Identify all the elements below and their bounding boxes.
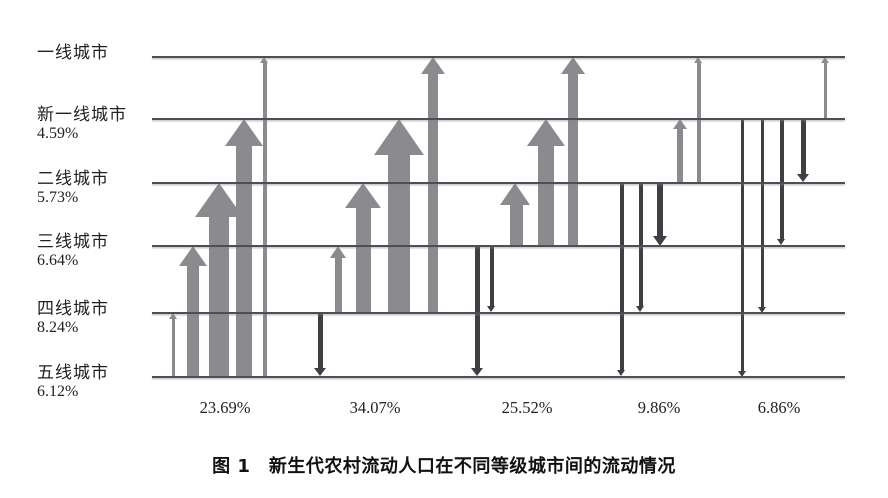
tier-line	[152, 312, 845, 314]
flow-arrowhead-up	[168, 313, 177, 319]
flow-arrow-shaft-up	[355, 207, 371, 313]
flow-arrowhead-up	[820, 57, 829, 63]
tier-label-tier4: 四线城市	[37, 299, 109, 318]
tier-percent-tier5: 6.12%	[37, 383, 79, 400]
flow-arrowhead-down	[617, 370, 626, 377]
flow-arrow-shaft-down	[620, 183, 624, 372]
flow-arrow-shaft-down	[800, 119, 806, 176]
share-label-newtier1-origin: 6.86%	[757, 398, 801, 417]
tier-line	[152, 376, 845, 378]
flow-arrow-shaft-up	[697, 62, 701, 183]
figure-caption: 图 1 新生代农村流动人口在不同等级城市间的流动情况	[212, 456, 676, 477]
tier-label-tier3: 三线城市	[37, 232, 109, 251]
flow-arrow-shaft-up	[388, 154, 410, 313]
flow-arrowhead-down	[471, 368, 483, 377]
tier-percent-tier4: 8.24%	[37, 319, 79, 336]
flow-arrowhead-up	[329, 246, 346, 258]
flow-arrow-shaft-down	[780, 119, 784, 241]
flow-arrow-shaft-down	[317, 313, 323, 370]
tier-percent-tier2: 5.73%	[37, 189, 79, 206]
flow-arrowhead-down	[777, 239, 786, 246]
flow-arrowhead-up	[561, 57, 585, 74]
flow-arrowhead-down	[757, 306, 766, 313]
flow-arrow-shaft-up	[187, 265, 199, 377]
share-label-tier2-origin: 9.86%	[637, 398, 681, 417]
flow-arrowhead-up	[694, 57, 703, 63]
tier-line	[152, 245, 845, 247]
flow-arrowhead-down	[314, 368, 326, 377]
flow-arrow-shaft-down	[760, 119, 764, 308]
flow-arrowhead-down	[652, 235, 667, 246]
tier-label-tier1: 一线城市	[37, 43, 109, 62]
flow-arrowhead-up	[260, 57, 269, 63]
flow-arrowhead-down	[797, 174, 809, 183]
flow-arrowhead-up	[224, 119, 263, 146]
flow-arrowhead-up	[526, 119, 565, 146]
flow-arrowhead-down	[636, 306, 645, 313]
flow-arrow-shaft-up	[236, 145, 252, 377]
share-label-tier5-origin: 23.69%	[199, 398, 251, 417]
flow-arrowhead-up	[672, 119, 687, 129]
tier-line	[152, 56, 845, 58]
flow-arrow-shaft-up	[263, 62, 267, 377]
tier-line	[152, 182, 845, 184]
flow-arrow-shaft-up	[209, 216, 229, 377]
flow-arrowhead-up	[374, 119, 424, 155]
flow-arrowhead-up	[345, 183, 381, 208]
flow-arrow-shaft-down	[490, 246, 494, 308]
flow-arrowhead-up	[178, 246, 207, 266]
tier-line	[152, 118, 845, 120]
flow-arrow-shaft-up	[823, 62, 827, 119]
flow-arrowhead-up	[500, 183, 531, 205]
flow-arrow-shaft-down	[657, 183, 663, 237]
flow-arrowhead-up	[421, 57, 445, 74]
tier-percent-tier3: 6.64%	[37, 252, 79, 269]
tier-percent-new-tier1: 4.59%	[37, 125, 79, 142]
share-label-tier3-origin: 25.52%	[501, 398, 553, 417]
tier-label-tier2: 二线城市	[37, 169, 109, 188]
share-label-tier4-origin: 34.07%	[349, 398, 401, 417]
flow-arrow-shaft-up	[509, 204, 523, 246]
flow-arrow-shaft-up	[677, 128, 683, 183]
flow-arrowhead-down	[737, 370, 746, 377]
flow-arrow-shaft-up	[568, 73, 578, 246]
flow-arrow-shaft-up	[334, 257, 342, 313]
flow-arrow-shaft-up	[428, 73, 438, 313]
flow-arrowhead-up	[195, 183, 243, 217]
tier-label-new-tier1: 新一线城市	[37, 105, 127, 124]
flow-arrow-shaft-up	[171, 318, 175, 377]
flow-arrow-shaft-up	[538, 145, 554, 246]
flow-arrowhead-down	[487, 306, 496, 313]
flow-arrow-shaft-down	[474, 246, 480, 370]
tier-label-tier5: 五线城市	[37, 363, 109, 382]
